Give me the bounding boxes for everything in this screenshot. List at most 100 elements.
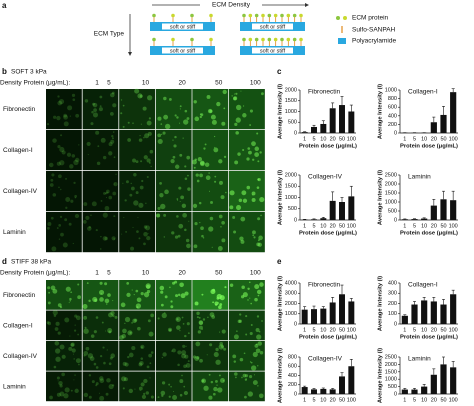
micrograph-speck <box>257 341 263 346</box>
micrograph-speck <box>97 145 100 148</box>
micrograph-speck <box>224 286 227 289</box>
micrograph-speck <box>57 174 62 179</box>
micrograph-glow <box>229 89 265 130</box>
micrograph-speck <box>95 228 98 232</box>
bar <box>320 123 327 133</box>
micrograph-speck <box>187 187 191 191</box>
micrograph-speck <box>236 104 242 111</box>
micrograph-speck <box>200 226 204 231</box>
micrograph-speck <box>93 362 97 366</box>
micrograph-glow <box>82 130 119 171</box>
micrograph-speck <box>221 238 226 243</box>
micrograph-speck <box>176 325 181 330</box>
micrograph-speck <box>132 122 134 124</box>
micrograph-speck <box>247 287 250 290</box>
micrograph-speck <box>217 246 223 251</box>
micrograph-speck <box>63 114 69 120</box>
micrograph-speck <box>59 384 63 388</box>
micrograph-speck <box>172 281 176 285</box>
micrograph-speck <box>172 395 178 400</box>
micrograph-speck <box>138 138 143 142</box>
micrograph-speck <box>124 362 129 367</box>
micrograph-glow <box>82 341 119 371</box>
error-bar <box>432 199 436 206</box>
micrograph-speck <box>155 213 161 218</box>
micrograph-glow <box>46 171 82 211</box>
micrograph-speck <box>257 365 259 367</box>
micrograph-speck <box>68 346 73 351</box>
micrograph-speck <box>61 150 66 155</box>
micrograph-glow <box>82 280 119 310</box>
micrograph-speck <box>201 293 204 296</box>
micrograph-speck <box>214 180 217 183</box>
micrograph-speck <box>239 313 242 316</box>
substrate-label: soft or stiff <box>170 48 196 54</box>
bar <box>440 199 447 220</box>
micrograph-speck <box>143 292 150 298</box>
micrograph-speck <box>131 289 133 291</box>
micrograph-speck <box>246 185 251 190</box>
micrograph-speck <box>203 147 206 150</box>
y-tick-label: 200 <box>388 122 397 128</box>
micrograph-speck <box>127 330 133 336</box>
micrograph-speck <box>212 301 215 304</box>
micrograph-glow <box>119 171 155 212</box>
micrograph-glow <box>119 310 155 341</box>
row-label: Collagen-IV <box>3 353 38 360</box>
micrograph-speck <box>99 105 102 108</box>
error-bar <box>413 301 416 305</box>
micrograph-speck <box>245 315 248 318</box>
micrograph-speck <box>145 391 149 395</box>
micrograph-speck <box>239 236 244 241</box>
substrate-label-box <box>252 47 293 54</box>
protein <box>280 37 284 42</box>
micrograph-glow <box>83 171 119 211</box>
micrograph <box>46 130 82 171</box>
micrograph-speck <box>236 205 242 211</box>
micrograph-speck <box>234 122 238 126</box>
legend-text: ECM protein <box>352 15 389 22</box>
micrograph-speck <box>69 335 71 337</box>
micrograph-speck <box>95 366 99 369</box>
micrograph-speck <box>211 246 213 248</box>
micrograph-speck <box>185 363 191 368</box>
bar <box>301 387 308 394</box>
bar <box>311 389 317 394</box>
micrograph-speck <box>256 334 262 340</box>
micrograph-speck <box>206 354 208 356</box>
y-tick-label: 1500 <box>285 184 297 190</box>
micrograph-speck <box>259 351 264 355</box>
y-axis-label: Average Intensity (I) <box>278 348 284 403</box>
micrograph-speck <box>182 344 186 348</box>
micrograph-speck <box>59 391 65 397</box>
y-tick-label: 2000 <box>285 87 297 93</box>
micrograph-speck <box>137 93 143 99</box>
x-tick-label: 50 <box>440 136 446 142</box>
micrograph-speck <box>143 231 148 237</box>
column-label: 5 <box>107 80 111 87</box>
micrograph-speck <box>98 289 105 295</box>
bar <box>401 219 408 220</box>
bar <box>320 218 327 220</box>
micrograph-speck <box>146 120 152 126</box>
micrograph-speck <box>205 175 211 181</box>
y-tick-label: 1000 <box>385 377 397 383</box>
micrograph-speck <box>87 353 94 359</box>
y-axis-label: Average Intensity (I) <box>378 170 384 225</box>
micrograph-speck <box>220 195 225 200</box>
y-axis-label: Average Intensity (I) <box>278 84 284 139</box>
micrograph <box>229 310 265 341</box>
micrograph-speck <box>181 374 183 377</box>
micrograph-speck <box>73 181 76 185</box>
micrograph-speck <box>215 359 221 365</box>
micrograph-speck <box>238 319 243 323</box>
micrograph-speck <box>146 158 151 163</box>
error-bar <box>331 297 335 303</box>
protein <box>171 13 175 18</box>
micrograph <box>119 89 155 130</box>
substrate-label: soft or stiff <box>170 24 196 30</box>
micrograph-speck <box>162 352 167 357</box>
micrograph-speck <box>167 327 173 332</box>
micrograph-speck <box>122 104 125 107</box>
micrograph-speck <box>196 316 199 319</box>
